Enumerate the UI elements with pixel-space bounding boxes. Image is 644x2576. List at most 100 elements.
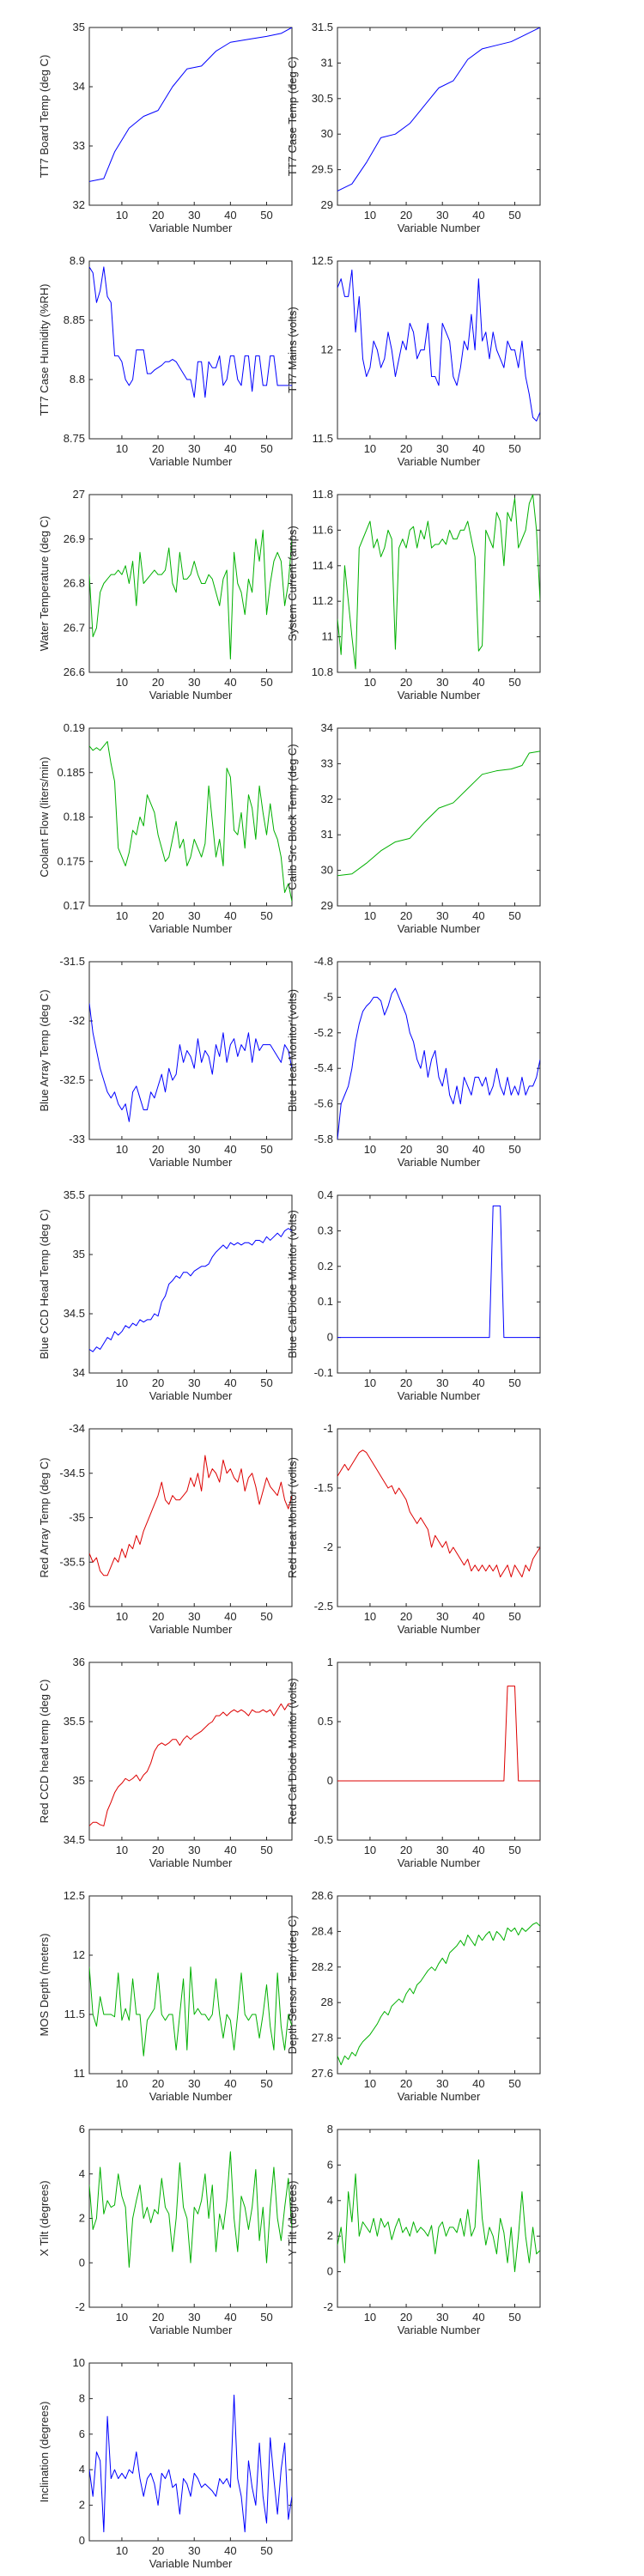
y-tick-label: 27.6 [312,2067,333,2080]
y-tick-label: -1 [323,1422,333,1435]
subplot-21: 10 20 30 40 50 0 2 4 6 8 10 Variable Number Inclinat… [38,2356,293,2570]
x-tick-label: 20 [152,2077,164,2090]
y-tick-label: 11.5 [313,432,333,445]
x-axis-label: Variable Number [398,455,481,468]
x-tick-label: 30 [436,2311,448,2324]
y-axis-label: Red Cal Diode Monitor (volts) [286,1678,299,1825]
x-tick-label: 50 [508,1376,520,1389]
axes-box [337,494,541,673]
y-tick-label: -5.6 [314,1097,333,1110]
x-tick-label: 10 [116,2311,128,2324]
x-tick-label: 50 [260,1844,272,1856]
x-tick-label: 10 [364,209,376,222]
x-tick-label: 40 [472,909,484,922]
x-tick-label: 20 [152,1610,164,1623]
series-line [89,1966,292,2057]
y-tick-label: -32.5 [59,1073,85,1086]
y-tick-label: 30 [321,864,333,877]
x-axis-label: Variable Number [149,689,233,702]
x-tick-label: 30 [436,209,448,222]
x-tick-label: 50 [260,442,272,455]
x-tick-label: 20 [400,1610,412,1623]
y-tick-label: 4 [327,2194,333,2207]
series-line [337,1686,540,1782]
x-tick-label: 20 [400,1143,412,1156]
x-tick-label: 30 [188,442,200,455]
x-tick-label: 40 [224,1610,236,1623]
x-tick-label: 40 [224,1376,236,1389]
y-tick-label: 26.9 [64,532,85,545]
y-tick-label: 6 [79,2123,85,2136]
y-axis-label: Blue Array Temp (deg C) [38,989,51,1111]
x-tick-label: 40 [472,2311,484,2324]
x-tick-label: 40 [224,2544,236,2557]
subplot-10: 10 20 30 40 50 -5.8 -5.6 -5.4 -5.2 -5 -4.8 Variable… [286,955,541,1169]
y-tick-label: 28.2 [312,1960,333,1973]
y-tick-label: -2 [323,2300,333,2313]
series-line [89,1228,292,1352]
y-tick-label: 31 [321,828,333,841]
x-axis-label: Variable Number [398,2090,481,2103]
subplot-6: 10 20 30 40 50 10.8 11 11.2 11.4 11.6 11.8 Variable… [286,488,541,702]
x-axis-label: Variable Number [149,1623,233,1636]
axes-box [337,1194,541,1374]
series-line [89,266,292,398]
x-tick-label: 50 [508,676,520,689]
x-tick-label: 10 [364,1610,376,1623]
axes-box [337,1662,541,1841]
x-tick-label: 30 [188,1610,200,1623]
x-tick-label: 50 [260,209,272,222]
series-line [337,27,540,191]
y-tick-label: 0 [327,2265,333,2278]
y-tick-label: 11.4 [313,559,333,572]
y-tick-label: -35.5 [59,1555,85,1568]
axes-box [337,27,541,206]
y-axis-label: X Tilt (degrees) [38,2180,51,2256]
x-tick-label: 50 [260,2311,272,2324]
x-tick-label: 20 [152,2544,164,2557]
y-tick-label: -5 [323,990,333,1003]
x-tick-label: 40 [224,1143,236,1156]
x-tick-label: 40 [472,442,484,455]
y-axis-label: Y Tilt (degrees) [286,2181,299,2257]
subplot-11: 10 20 30 40 50 34 34.5 35 35.5 Variable Number Blu… [38,1188,293,1402]
y-tick-label: 0.19 [64,721,85,734]
x-axis-label: Variable Number [398,689,481,702]
x-tick-label: 10 [116,209,128,222]
y-tick-label: 31.5 [312,21,333,33]
y-tick-label: 26.7 [64,621,85,634]
series-line [89,2151,292,2268]
x-tick-label: 10 [116,2544,128,2557]
y-tick-label: -2.5 [314,1600,333,1613]
x-tick-label: 50 [260,2077,272,2090]
x-axis-label: Variable Number [398,2324,481,2336]
x-tick-label: 30 [188,1844,200,1856]
y-tick-label: 0 [327,1774,333,1787]
y-tick-label: 11.2 [313,594,333,607]
y-tick-label: 36 [73,1656,85,1668]
x-tick-label: 40 [472,1376,484,1389]
y-tick-label: 0 [327,1331,333,1344]
x-tick-label: 30 [188,909,200,922]
subplot-4: 10 20 30 40 50 11.5 12 12.5 Variable Number TT7 M… [286,254,541,468]
y-tick-label: 8.8 [70,373,85,386]
x-tick-label: 20 [152,676,164,689]
x-axis-label: Variable Number [149,222,233,234]
x-tick-label: 10 [364,1844,376,1856]
series-line [337,1922,540,2066]
axes-box [88,1662,293,1841]
y-tick-label: 28.6 [312,1889,333,1902]
x-tick-label: 30 [436,676,448,689]
series-line [337,269,540,422]
axes-box [337,1428,541,1607]
x-tick-label: 50 [508,1844,520,1856]
x-tick-label: 20 [152,909,164,922]
subplot-16: 10 20 30 40 50 -0.5 0 0.5 1 Variable Number Red Ca… [286,1656,541,1869]
axes-box [88,27,293,206]
series-line [89,1455,292,1577]
axes-box [337,727,541,907]
y-tick-label: 8 [79,2391,85,2404]
y-tick-label: 12 [321,343,333,356]
y-tick-label: -34 [69,1422,85,1435]
y-tick-label: -1.5 [314,1481,333,1494]
